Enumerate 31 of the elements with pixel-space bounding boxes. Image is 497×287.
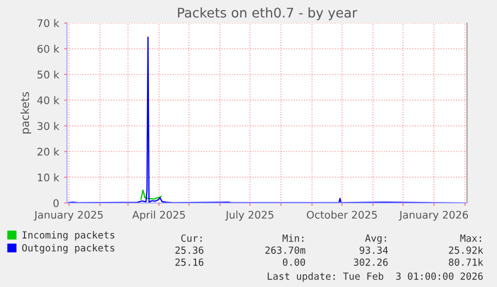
y-tick-label: 20 k (38, 148, 60, 156)
y-tick-label: 0 (53, 199, 59, 208)
text: Avg: (365, 234, 386, 244)
text: Min: (282, 234, 304, 242)
text: 25.92k (448, 246, 484, 254)
text: 263.70m (265, 246, 306, 254)
x-tick-label: July 2025 (225, 210, 274, 221)
legend-label: Outgoing packets (22, 244, 114, 254)
legend-label: Incoming packets (22, 231, 114, 241)
chart-title: Packets on eth0.7 - by year (178, 7, 358, 20)
y-tick-label: 10 k (38, 173, 60, 182)
x-tick-label: April 2025 (132, 210, 185, 221)
x-tick-label: October 2025 (306, 210, 377, 219)
y-tick-label: 60 k (37, 44, 60, 53)
text: 93.34 (360, 246, 388, 254)
text: Last update: Tue Feb 3 01:00:00 2026 (268, 272, 483, 282)
text: 0.00 (282, 258, 306, 266)
y-axis-title: packets (20, 92, 32, 134)
x-tick-label: January 2026 (398, 210, 468, 221)
text: Cur: (181, 234, 202, 242)
y-tick-label: 40 k (37, 96, 60, 104)
x-tick-label: January 2025 (34, 210, 103, 221)
y-tick-label: 50 k (38, 70, 60, 79)
y-tick-label: 30 k (38, 122, 60, 130)
line-series (140, 190, 162, 200)
text: 25.36 (175, 246, 204, 254)
text: 80.71k (448, 258, 484, 266)
text: 25.16 (175, 258, 204, 266)
text: Max: (460, 234, 481, 242)
text: 302.26 (354, 258, 388, 266)
y-tick-label: 70 k (38, 19, 60, 28)
